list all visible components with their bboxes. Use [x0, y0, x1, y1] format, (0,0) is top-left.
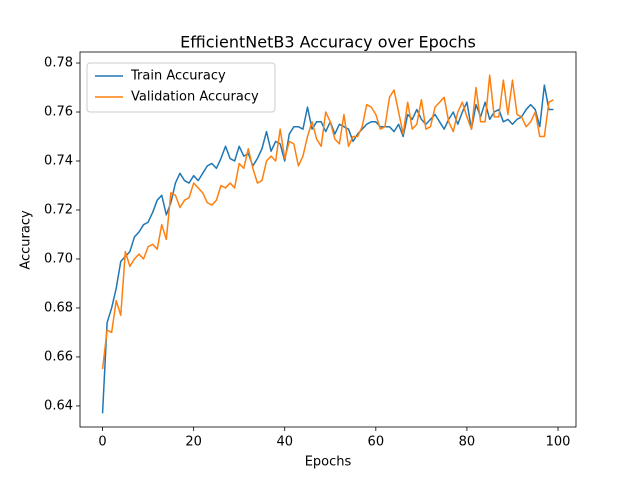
x-axis-label: Epochs [305, 455, 352, 470]
y-tick-label: 0.78 [44, 56, 73, 71]
series-line [101, 74, 554, 370]
x-tick-label: 60 [368, 435, 385, 450]
y-tick-label: 0.76 [44, 105, 73, 120]
series-line [101, 84, 554, 414]
x-tick-label: 40 [276, 435, 293, 450]
legend-label: Train Accuracy [130, 69, 226, 84]
y-tick-label: 0.72 [44, 202, 73, 217]
y-axis-label: Accuracy [19, 210, 34, 270]
y-tick-label: 0.66 [44, 349, 73, 364]
y-tick-label: 0.74 [44, 153, 73, 168]
y-tick-label: 0.70 [44, 251, 73, 266]
x-tick-label: 20 [185, 435, 202, 450]
y-tick-label: 0.64 [44, 398, 73, 413]
y-tick-label: 0.68 [44, 300, 73, 315]
x-tick-label: 100 [546, 435, 571, 450]
legend: Train Accuracy Validation Accuracy [86, 62, 276, 113]
x-tick-label: 80 [459, 435, 476, 450]
legend-label: Validation Accuracy [131, 90, 259, 105]
x-tick-label: 0 [98, 435, 106, 450]
plot-frame [79, 51, 577, 428]
chart-title: EfficientNetB3 Accuracy over Epochs [180, 33, 476, 52]
legend-box [86, 62, 276, 113]
